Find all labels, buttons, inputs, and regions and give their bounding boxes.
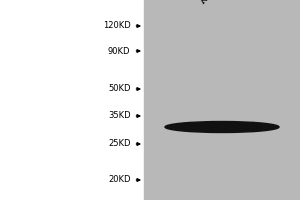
Text: 35KD: 35KD <box>108 112 130 120</box>
Text: 50KD: 50KD <box>108 84 130 93</box>
Bar <box>144 0 300 200</box>
Text: 20KD: 20KD <box>108 176 130 184</box>
Text: 25KD: 25KD <box>108 140 130 148</box>
Text: 120KD: 120KD <box>103 21 130 30</box>
Ellipse shape <box>165 121 279 132</box>
Text: K562: K562 <box>198 0 224 6</box>
Text: 90KD: 90KD <box>108 46 130 55</box>
